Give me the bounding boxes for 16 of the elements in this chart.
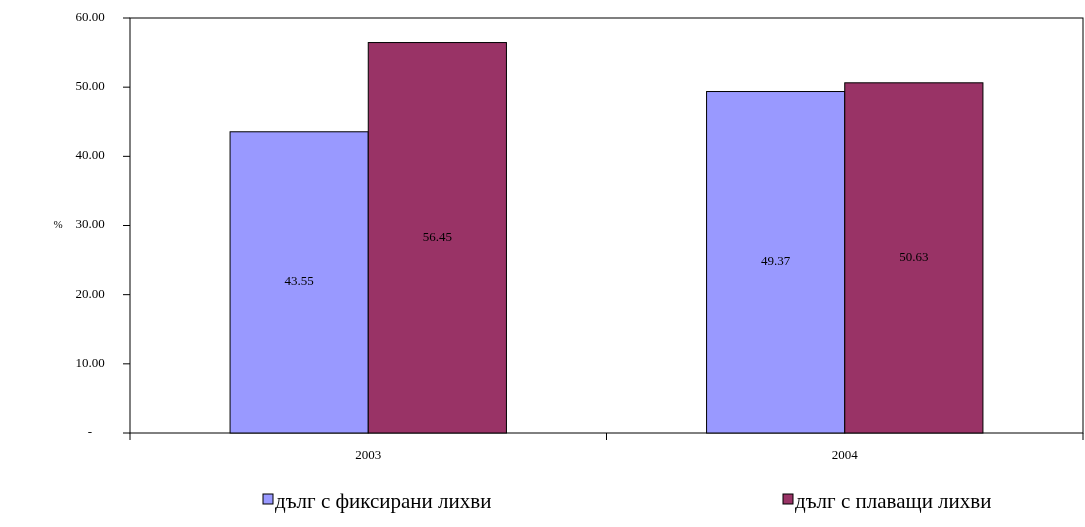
x-tick-label: 2003	[355, 447, 382, 462]
y-tick-label: -	[87, 423, 93, 439]
y-axis-title: %	[53, 218, 63, 231]
x-tick-label: 2004	[831, 447, 859, 462]
y-tick-label: 40.00	[75, 147, 105, 163]
y-tick-label: 20.00	[75, 285, 105, 301]
legend-label: дълг с плаващи лихви	[795, 489, 992, 513]
data-label: 49.37	[761, 253, 791, 269]
y-tick-label: 50.00	[75, 78, 105, 94]
data-label: 56.45	[422, 228, 452, 244]
y-tick-label: 30.00	[75, 216, 105, 232]
y-tick-label: 10.00	[75, 354, 105, 370]
data-label: 50.63	[899, 248, 929, 264]
data-label: 43.55	[284, 273, 314, 289]
y-tick-label: 60.00	[75, 8, 105, 24]
legend-label: дълг с фиксирани лихви	[275, 489, 492, 513]
